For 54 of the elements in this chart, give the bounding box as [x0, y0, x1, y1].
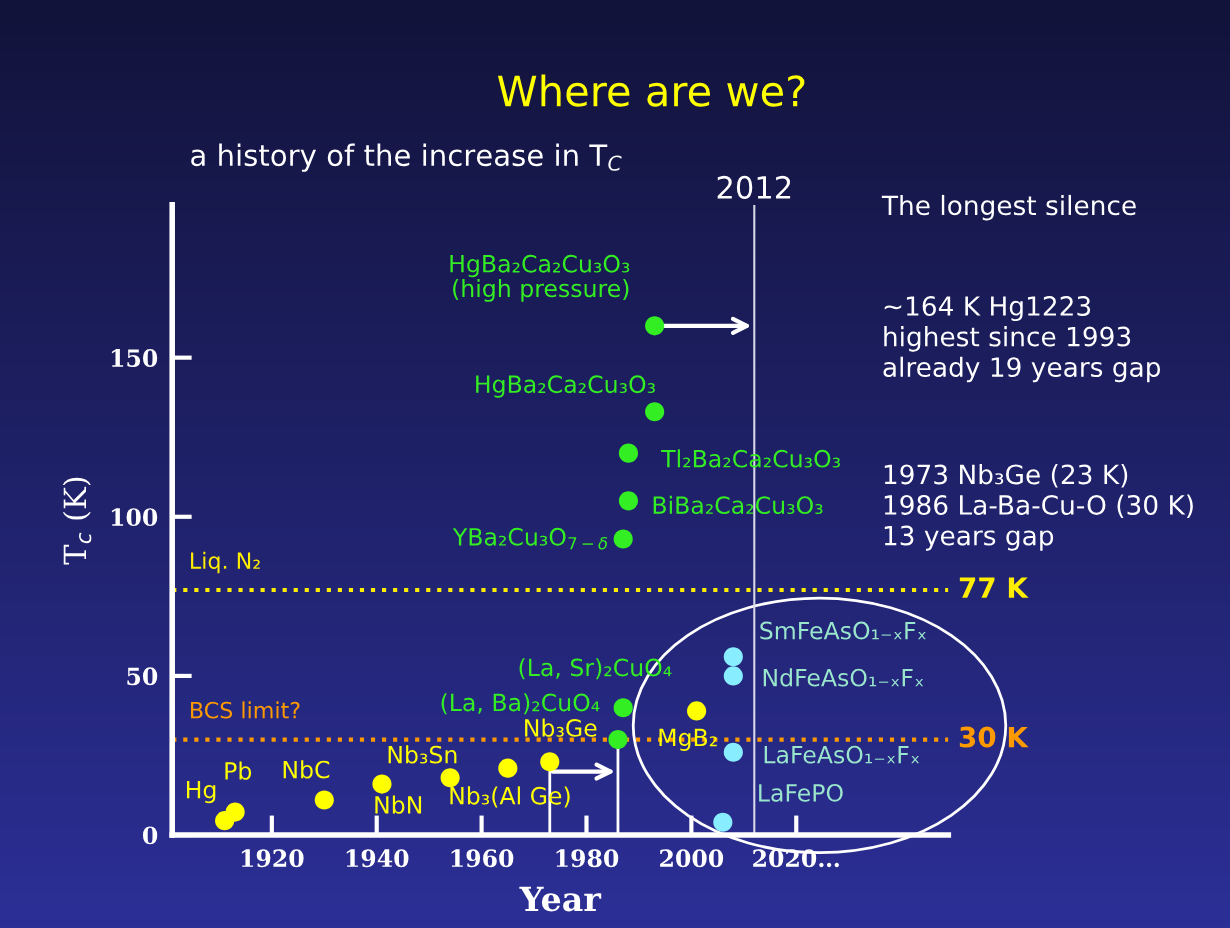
- chart-title: Where are we?: [497, 74, 805, 107]
- point: [540, 752, 560, 772]
- x-tick-label: 1980: [556, 849, 619, 868]
- x-tick-label: 2000: [660, 849, 724, 868]
- chart-subtitle: a history of the increase in T$_{C}$: [191, 143, 622, 172]
- annotation: BCS limit?: [191, 701, 300, 719]
- annotation: Hg: [186, 781, 216, 804]
- annotation: SmFeAsO₁₋ₓFₓ: [760, 621, 926, 640]
- point: [613, 529, 633, 549]
- point: [440, 768, 460, 788]
- ref-line-label: 2012: [717, 175, 791, 199]
- annotation: LaFeAsO₁₋ₓFₓ: [764, 745, 920, 764]
- point: [618, 443, 639, 463]
- point: [723, 666, 743, 686]
- ref-line-label: 77 K: [959, 577, 1029, 598]
- x-tick-label: 1940: [346, 849, 409, 868]
- y-tick-label: 0: [142, 826, 158, 845]
- point: [225, 802, 245, 822]
- y-tick-label: 150: [111, 349, 158, 367]
- annotation: Nb₃Sn: [388, 745, 457, 764]
- point: [645, 316, 665, 336]
- annotation: (La, Ba)₂CuO₄: [441, 693, 600, 715]
- annotation: NbC: [283, 760, 330, 779]
- annotation: NdFeAsO₁₋ₓFₓ: [763, 668, 924, 687]
- point: [713, 812, 733, 832]
- ref-line-label: 30 K: [959, 726, 1029, 748]
- point: [314, 790, 334, 810]
- annotation: Nb₃Ge: [525, 718, 597, 737]
- annotation: 1973 Nb₃Ge (23 K) 1986 La-Ba-Cu-O (30 K) 13 years gap: [884, 464, 1193, 551]
- y-tick-label: 100: [111, 508, 158, 527]
- annotation: Liq. N₂: [191, 551, 260, 574]
- y-axis-title: T$_{c}$ (K): [62, 477, 92, 565]
- y-tick-label: 50: [127, 667, 158, 686]
- point: [723, 647, 743, 667]
- annotation: ~164 K Hg1223 highest since 1993 already 19 years gap: [883, 296, 1161, 383]
- x-tick-label: 1960: [451, 849, 514, 868]
- point: [608, 729, 628, 750]
- annotation: HgBa₂Ca₂Cu₃O₃: [476, 375, 655, 398]
- annotation: The longest silence: [881, 194, 1136, 221]
- annotation: Pb: [225, 761, 252, 780]
- annotation: HgBa₂Ca₂Cu₃O₃ (high pressure): [450, 254, 630, 302]
- point: [723, 742, 743, 762]
- point: [618, 491, 639, 511]
- x-tick-label: 1920: [241, 849, 304, 868]
- annotation: LaFePO: [759, 783, 843, 802]
- annotation: NbN: [375, 795, 422, 814]
- annotation: YBa₂Cu₃O$_{7−δ}$: [452, 527, 608, 550]
- point: [613, 698, 633, 718]
- point: [498, 758, 518, 778]
- point: [645, 402, 665, 422]
- point: [372, 774, 392, 794]
- point: [687, 701, 707, 721]
- x-axis-title: Year: [519, 886, 602, 912]
- annotation: MgB₂: [659, 728, 717, 751]
